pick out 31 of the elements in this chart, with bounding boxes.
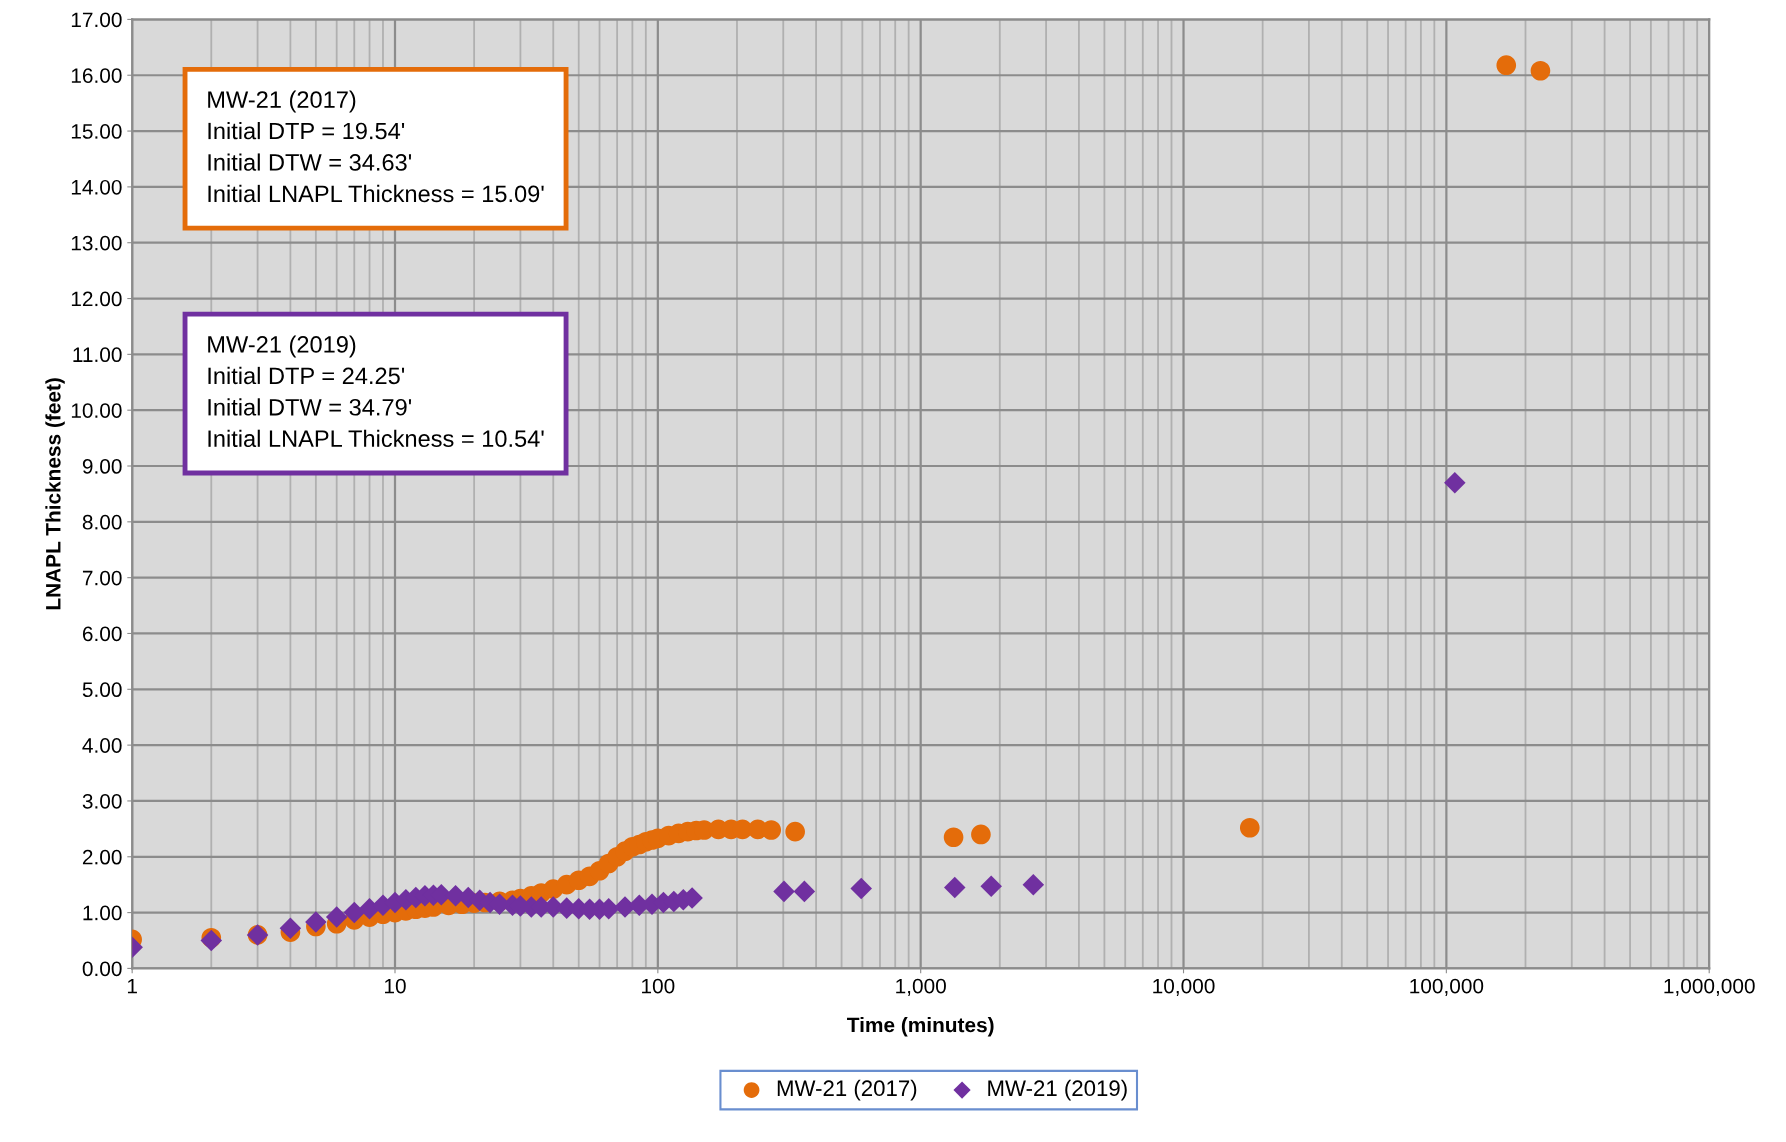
y-tick-label: 15.00 xyxy=(71,124,122,139)
y-axis-title: LNAPL Thickness (feet) xyxy=(45,378,65,610)
y-tick-label: 1.00 xyxy=(83,905,122,921)
y-tick-label: 8.00 xyxy=(82,514,122,530)
y-tick-label: 9.00 xyxy=(82,459,122,474)
annotation: MW-21 (2019) Initial DTP = 24.25' Initial DTW = 34.79' Initial LNAPL Thickness = 10.54' xyxy=(208,335,544,448)
y-tick-label: 14.00 xyxy=(71,179,122,195)
x-tick-label: 1 xyxy=(127,978,137,994)
y-tick-label: 4.00 xyxy=(82,738,122,753)
legend-label: MW-21 (2017) xyxy=(777,1079,917,1101)
y-tick-label: 17.00 xyxy=(71,12,122,28)
x-tick-label: 100,000 xyxy=(1410,978,1484,996)
y-tick-label: 0.00 xyxy=(82,961,122,977)
x-tick-label: 100 xyxy=(642,978,675,994)
y-tick-label: 13.00 xyxy=(71,235,122,251)
x-tick-label: 1,000,000 xyxy=(1664,978,1755,996)
y-tick-label: 2.00 xyxy=(82,849,122,865)
y-tick-label: 6.00 xyxy=(82,626,122,642)
y-tick-label: 3.00 xyxy=(82,793,122,809)
y-tick-label: 16.00 xyxy=(71,68,122,83)
legend-label: MW-21 (2019) xyxy=(988,1079,1127,1101)
x-tick-label: 10,000 xyxy=(1153,978,1215,996)
y-tick-label: 7.00 xyxy=(82,570,122,586)
y-tick-label: 5.00 xyxy=(82,682,122,698)
y-tick-label: 11.00 xyxy=(73,347,122,363)
y-tick-label: 12.00 xyxy=(71,291,122,307)
annotation: MW-21 (2017) Initial DTP = 19.54' Initial DTW = 34.63' Initial LNAPL Thickness = 15.09' xyxy=(208,90,544,203)
x-tick-label: 10 xyxy=(385,978,406,994)
x-axis-title: Time (minutes) xyxy=(847,1017,994,1037)
x-tick-label: 1,000 xyxy=(896,978,946,996)
y-tick-label: 10.00 xyxy=(71,403,122,418)
